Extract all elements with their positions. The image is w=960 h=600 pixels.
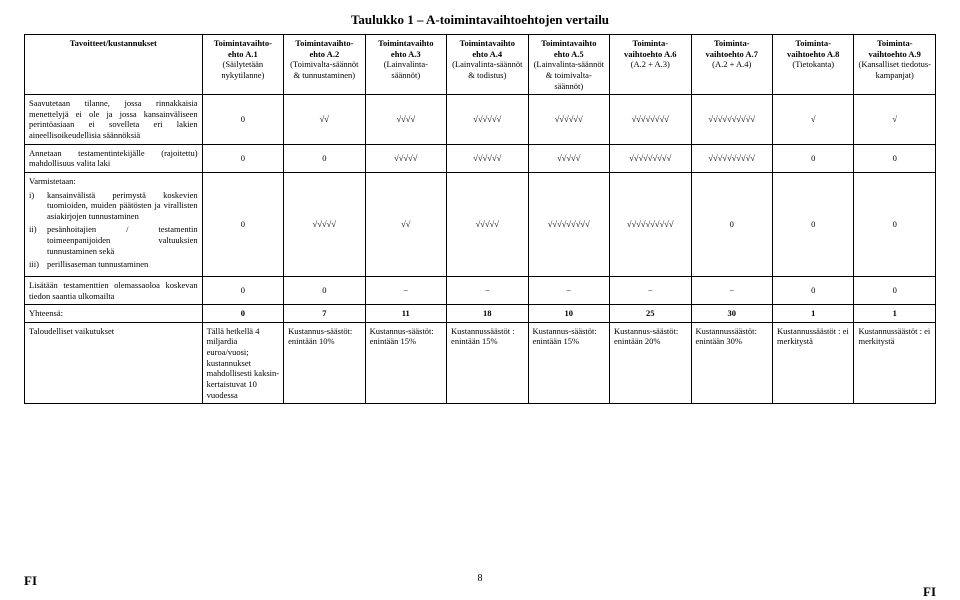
- cell: 18: [447, 305, 528, 323]
- cell: Kustannus-säästöt: enintään 15%: [528, 322, 609, 403]
- table-title: Taulukko 1 – A-toimintavaihtoehtojen ver…: [24, 12, 936, 28]
- cell: 10: [528, 305, 609, 323]
- cell: 0: [202, 172, 283, 276]
- cell: √√√√√√√√√: [528, 172, 609, 276]
- col-goals: Tavoitteet/kustannukset: [25, 35, 203, 95]
- col-a7: Toiminta-vaihtoehto A.7(A.2 + A.4): [691, 35, 772, 95]
- footer-right: FI: [923, 584, 936, 600]
- col-a3: Toimintavaihto ehto A.3(Lainvalinta-sään…: [365, 35, 446, 95]
- comparison-table: Tavoitteet/kustannukset Toimintavaihto-e…: [24, 34, 936, 404]
- footer-page: 8: [0, 573, 960, 584]
- cell: 0: [202, 305, 283, 323]
- cell: 0: [284, 276, 365, 304]
- cell: √√√√√: [528, 144, 609, 172]
- table-row: Saavutetaan tilanne, jossa rinnakkaisia …: [25, 95, 936, 145]
- cell: 0: [772, 172, 853, 276]
- cell: Kustannus-säästöt: enintään 15%: [365, 322, 446, 403]
- cell: Saavutetaan tilanne, jossa rinnakkaisia …: [25, 95, 203, 145]
- cell: √√√√: [365, 95, 446, 145]
- cell: √√√√√√: [528, 95, 609, 145]
- cell: Kustannussäästöt : ei merkitystä: [854, 322, 936, 403]
- cell: √√√√√√√√√: [610, 144, 691, 172]
- cell: Taloudelliset vaikutukset: [25, 322, 203, 403]
- cell: Kustannus-säästöt: enintään 10%: [284, 322, 365, 403]
- cell: −: [447, 276, 528, 304]
- cell: Tällä hetkellä 4 miljardia euroa/vuosi; …: [202, 322, 283, 403]
- col-a9: Toiminta-vaihtoehto A.9(Kansalliset tied…: [854, 35, 936, 95]
- cell: Kustannussäästöt : enintään 15%: [447, 322, 528, 403]
- cell: 0: [202, 95, 283, 145]
- table-row: Varmistetaan:i)kansainvälistä perimystä …: [25, 172, 936, 276]
- col-a5: Toimintavaihto ehto A.5(Lainvalinta-sään…: [528, 35, 609, 95]
- table-row: Lisätään testamenttien olemassaoloa kosk…: [25, 276, 936, 304]
- page-footer: FI 8 FI: [0, 573, 960, 584]
- cell: √√√√√√: [447, 144, 528, 172]
- cell: 0: [854, 276, 936, 304]
- cell: Lisätään testamenttien olemassaoloa kosk…: [25, 276, 203, 304]
- col-a1: Toimintavaihto-ehto A.1(Säilytetään nyky…: [202, 35, 283, 95]
- cell: 25: [610, 305, 691, 323]
- cell: √: [772, 95, 853, 145]
- cell: 0: [854, 144, 936, 172]
- table-row: Annetaan testamentintekijälle (rajoitett…: [25, 144, 936, 172]
- cell: 1: [854, 305, 936, 323]
- econ-row: Taloudelliset vaikutuksetTällä hetkellä …: [25, 322, 936, 403]
- cell: Kustannus-säästöt: enintään 20%: [610, 322, 691, 403]
- cell: 11: [365, 305, 446, 323]
- cell: −: [528, 276, 609, 304]
- cell: 0: [202, 144, 283, 172]
- cell: 0: [772, 276, 853, 304]
- cell: 30: [691, 305, 772, 323]
- cell: √√√√√√√√√√: [691, 144, 772, 172]
- cell: √√: [365, 172, 446, 276]
- footer-left: FI: [24, 573, 37, 589]
- cell: −: [610, 276, 691, 304]
- cell: −: [365, 276, 446, 304]
- totals-row: Yhteensä:07111810253011: [25, 305, 936, 323]
- cell: √√√√√√√√√√: [610, 172, 691, 276]
- cell: √√√√√: [365, 144, 446, 172]
- cell: Varmistetaan:i)kansainvälistä perimystä …: [25, 172, 203, 276]
- cell: √√√√√√√√√√: [691, 95, 772, 145]
- cell: 0: [691, 172, 772, 276]
- cell: 7: [284, 305, 365, 323]
- cell: √√√√√: [284, 172, 365, 276]
- cell: √: [854, 95, 936, 145]
- col-a4: Toimintavaihto ehto A.4(Lainvalinta-sään…: [447, 35, 528, 95]
- cell: √√: [284, 95, 365, 145]
- col-a6: Toiminta-vaihtoehto A.6(A.2 + A.3): [610, 35, 691, 95]
- col-a8: Toiminta-vaihtoehto A.8(Tietokanta): [772, 35, 853, 95]
- cell: Annetaan testamentintekijälle (rajoitett…: [25, 144, 203, 172]
- cell: √√√√√√√√: [610, 95, 691, 145]
- cell: Kustannussäästöt : ei merkitystä: [772, 322, 853, 403]
- col-a2: Toimintavaihto-ehto A.2(Toimivalta-säänn…: [284, 35, 365, 95]
- cell: 0: [284, 144, 365, 172]
- cell: 0: [854, 172, 936, 276]
- cell: √√√√√: [447, 172, 528, 276]
- cell: −: [691, 276, 772, 304]
- cell: 0: [202, 276, 283, 304]
- cell: 1: [772, 305, 853, 323]
- cell: 0: [772, 144, 853, 172]
- cell: √√√√√√: [447, 95, 528, 145]
- cell: Kustannussäästöt: enintään 30%: [691, 322, 772, 403]
- cell: Yhteensä:: [25, 305, 203, 323]
